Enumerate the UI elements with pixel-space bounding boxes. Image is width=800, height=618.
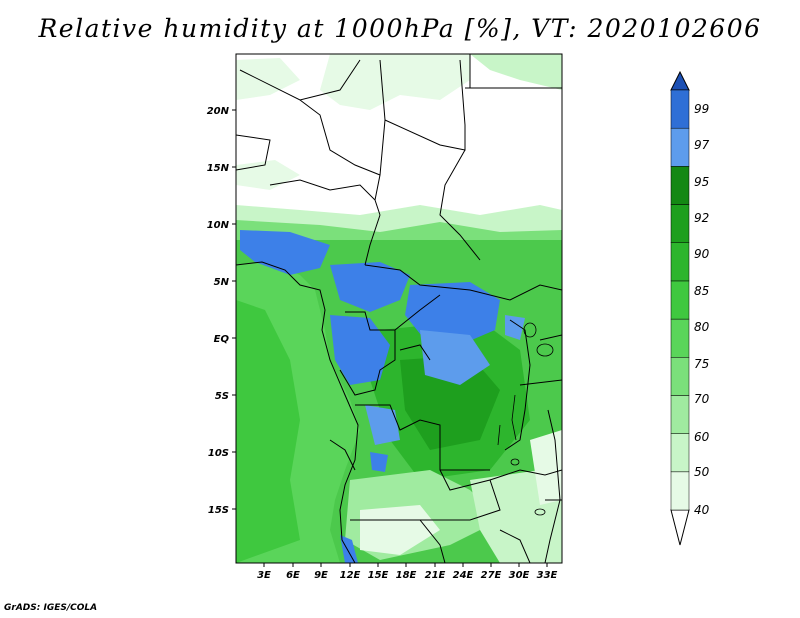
lon-label: 24E [453,570,474,581]
coastline [235,261,359,564]
lat-label: 5S [215,391,229,402]
lat-label: 15N [207,163,230,174]
lon-label: 30E [509,570,530,581]
colorbar-swatch [670,89,690,129]
colorbar-label: 95 [694,175,709,189]
map-frame [235,53,563,564]
colorbar-swatch [670,204,690,243]
lon-label: 33E [537,570,558,581]
lat-label: EQ [214,334,230,345]
colorbar-label: 50 [694,465,710,479]
colorbar-swatch [670,471,690,511]
humidity-field [236,54,562,563]
colorbar-swatch [670,127,690,167]
colorbar-swatch [670,242,690,282]
colorbar-label: 40 [694,503,710,517]
lon-axis: 3E 6E 9E 12E 15E 18E 21E 24E 27E 30E 33E [257,563,558,581]
colorbar-swatch [670,166,690,205]
lat-label: 20N [207,106,230,117]
colorbar-label: 85 [694,284,709,298]
lon-label: 21E [425,570,446,581]
colorbar-swatch [670,280,690,320]
map-title: Relative humidity at 1000hPa [%], VT: 20… [38,14,762,43]
lat-label: 5N [214,277,230,288]
lon-label: 6E [286,570,300,581]
colorbar-label: 97 [694,138,710,152]
grads-credit: GrADS: IGES/COLA [4,603,98,613]
colorbar-label: 92 [694,211,709,225]
lakes [497,322,554,516]
lon-label: 18E [396,570,417,581]
colorbar-swatch [670,318,690,358]
colorbar-label: 90 [694,247,710,261]
colorbar: 40 50 60 70 75 80 85 90 92 95 97 99 [670,70,710,546]
lat-label: 10N [207,220,230,231]
lat-axis: 20N 15N 10N 5N EQ 5S 10S 15S [207,106,236,516]
lon-label: 9E [314,570,328,581]
colorbar-bottom-arrow [670,509,690,546]
colorbar-label: 99 [694,102,709,116]
colorbar-label: 75 [694,357,709,371]
colorbar-label: 70 [694,392,710,406]
colorbar-swatch [670,357,690,396]
lon-label: 27E [481,570,502,581]
colorbar-label: 60 [694,430,710,444]
lon-label: 3E [257,570,271,581]
lat-label: 10S [208,448,229,459]
colorbar-swatch [670,433,690,473]
lon-label: 15E [368,570,389,581]
colorbar-label: 80 [694,320,710,334]
colorbar-top-arrow [670,70,690,91]
colorbar-swatch [670,395,690,434]
lat-label: 15S [208,505,229,516]
country-borders [236,54,562,563]
lon-label: 12E [340,570,361,581]
